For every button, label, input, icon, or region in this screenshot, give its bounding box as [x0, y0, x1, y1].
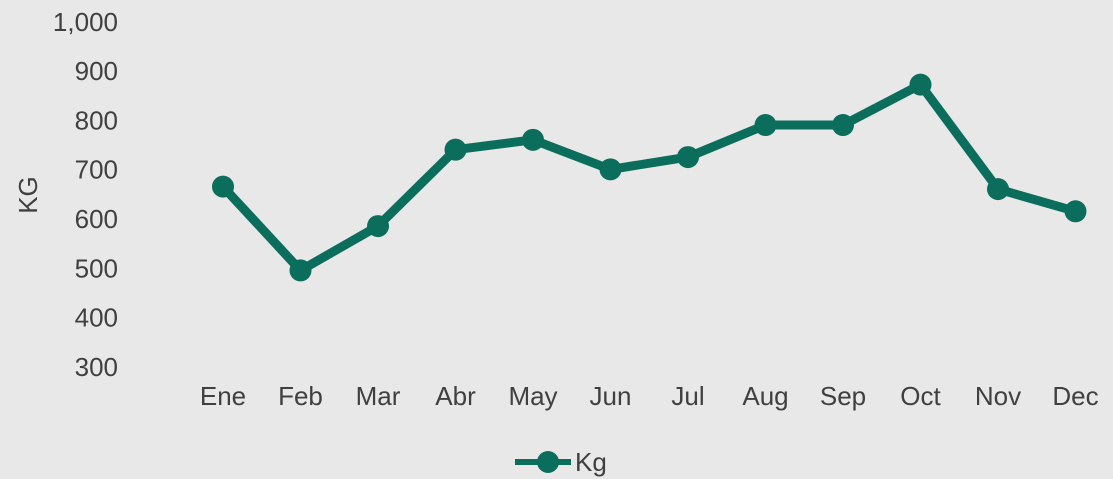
y-axis-label: KG: [13, 176, 43, 214]
x-tick-label: Oct: [900, 381, 941, 411]
x-tick-label: Aug: [742, 381, 788, 411]
x-tick-label: Dec: [1052, 381, 1098, 411]
x-tick-label: May: [508, 381, 557, 411]
x-tick-label: Jul: [671, 381, 704, 411]
point: [212, 175, 234, 198]
line: [219, 80, 1077, 275]
x-tick-label: Feb: [278, 381, 323, 411]
y-tick-label: 400: [75, 303, 118, 333]
y-tick-label: 1,000: [53, 7, 118, 37]
x-tick-label: Nov: [975, 381, 1021, 411]
y-tick-label: 600: [75, 204, 118, 234]
x-tick-label: Sep: [820, 381, 866, 411]
point: [599, 158, 622, 181]
x-tick-label: Mar: [356, 381, 401, 411]
point: [987, 178, 1009, 201]
point: [832, 114, 854, 137]
x-tick-label: Ene: [200, 381, 246, 411]
legend-label: Kg: [575, 447, 607, 477]
point: [522, 128, 544, 151]
y-tick-label: 500: [75, 253, 118, 283]
point: [367, 215, 389, 238]
y-tick-label: 700: [75, 155, 118, 185]
point: [444, 138, 467, 161]
point: [754, 114, 777, 137]
y-tick-label: 800: [75, 105, 118, 135]
legend-marker: [537, 451, 559, 473]
point: [1064, 200, 1087, 223]
y-tick-label: 900: [75, 56, 118, 86]
point: [909, 73, 932, 96]
point: [289, 259, 312, 282]
point: [677, 146, 699, 169]
y-tick-label: 300: [75, 352, 118, 382]
x-tick-label: Abr: [435, 381, 476, 411]
x-tick-label: Jun: [590, 381, 632, 411]
